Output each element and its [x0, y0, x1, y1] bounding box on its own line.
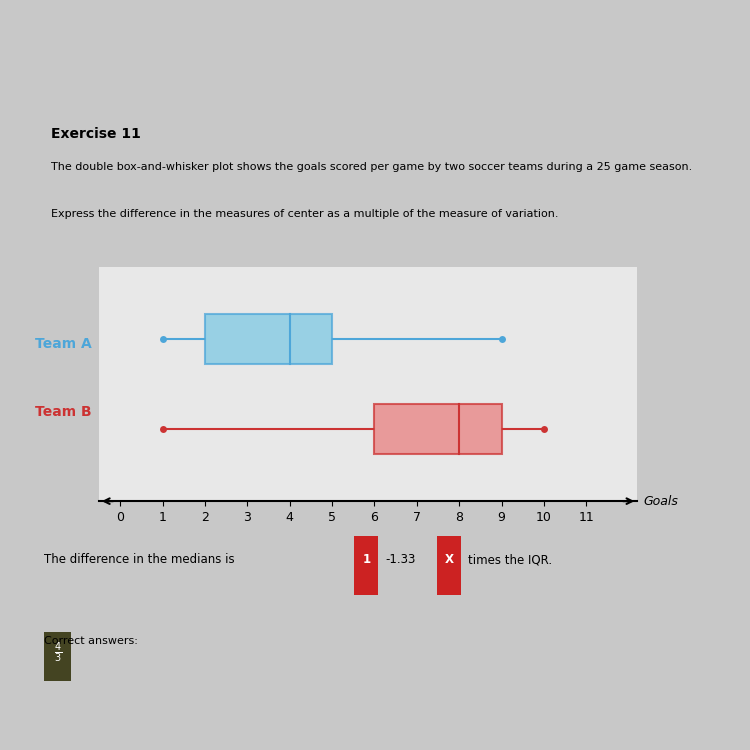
Text: times the IQR.: times the IQR.: [468, 554, 552, 566]
Text: Team A: Team A: [34, 338, 92, 351]
Text: Exercise 11: Exercise 11: [51, 127, 140, 141]
Text: Express the difference in the measures of center as a multiple of the measure of: Express the difference in the measures o…: [51, 209, 558, 219]
FancyBboxPatch shape: [374, 404, 502, 454]
FancyBboxPatch shape: [354, 536, 379, 595]
FancyBboxPatch shape: [437, 536, 461, 595]
Text: 1: 1: [362, 554, 370, 566]
FancyBboxPatch shape: [44, 632, 71, 681]
Text: Correct answers:: Correct answers:: [44, 636, 138, 646]
Text: Goals: Goals: [644, 495, 679, 508]
Text: -1.33: -1.33: [386, 554, 416, 566]
Text: The difference in the medians is: The difference in the medians is: [44, 554, 235, 566]
Text: Team B: Team B: [35, 405, 92, 419]
Text: $\frac{4}{3}$: $\frac{4}{3}$: [53, 641, 62, 665]
Text: The double box-and-whisker plot shows the goals scored per game by two soccer te: The double box-and-whisker plot shows th…: [51, 162, 692, 172]
FancyBboxPatch shape: [205, 314, 332, 364]
Text: X: X: [445, 554, 454, 566]
